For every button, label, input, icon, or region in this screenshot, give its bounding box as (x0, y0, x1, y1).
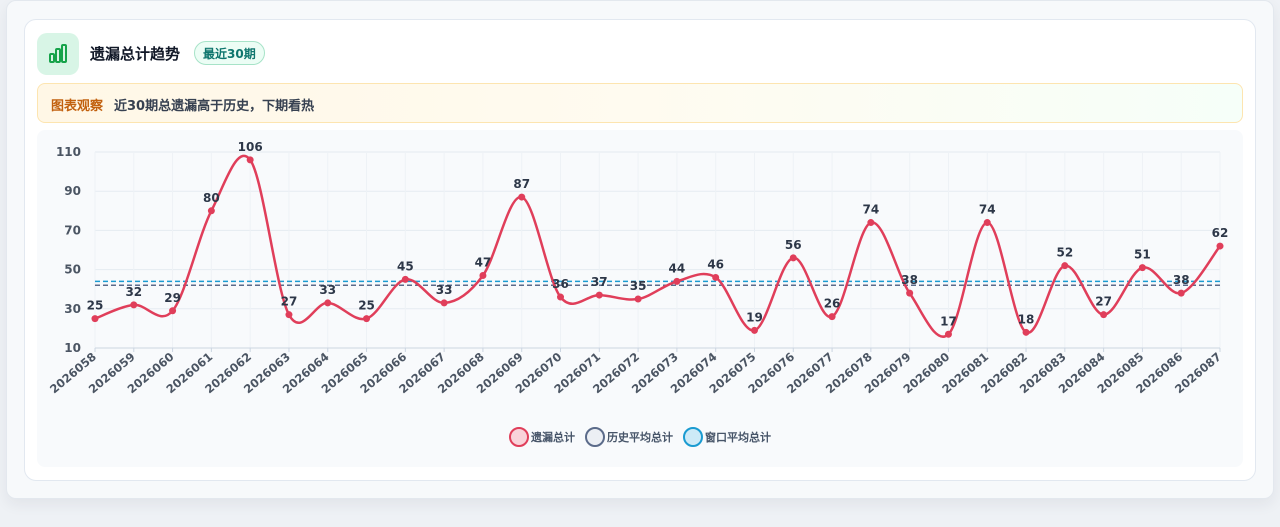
data-label: 87 (513, 177, 530, 191)
data-point (789, 254, 797, 262)
data-point (518, 193, 526, 201)
data-point (363, 315, 371, 323)
data-point (285, 311, 293, 319)
legend-label-window-avg: 窗口平均总计 (705, 431, 771, 444)
data-label: 80 (203, 191, 220, 205)
data-point (673, 277, 681, 285)
data-point (91, 315, 99, 323)
data-point (1138, 264, 1146, 272)
y-tick-label: 110 (56, 145, 81, 159)
data-label: 26 (824, 297, 841, 311)
data-point (440, 299, 448, 307)
data-label: 62 (1212, 226, 1229, 240)
data-point (906, 289, 914, 297)
data-point (557, 293, 565, 301)
legend-label-series: 遗漏总计 (531, 431, 575, 444)
data-label: 27 (1095, 295, 1112, 309)
data-point (324, 299, 332, 307)
legend-swatch-series (509, 427, 529, 447)
observation-label: 图表观察 (51, 99, 104, 114)
data-label: 38 (901, 273, 918, 287)
legend-item-window-avg[interactable]: 窗口平均总计 (683, 427, 771, 447)
data-label: 17 (940, 314, 957, 328)
data-label: 74 (863, 203, 880, 217)
data-point (595, 291, 603, 299)
data-label: 106 (238, 140, 263, 154)
data-label: 29 (164, 291, 181, 305)
period-badge: 最近30期 (194, 41, 265, 65)
chart-legend: 遗漏总计 历史平均总计 窗口平均总计 (0, 427, 1280, 447)
data-label: 25 (358, 299, 375, 313)
data-label: 33 (436, 283, 453, 297)
data-label: 18 (1018, 312, 1035, 326)
data-label: 37 (591, 275, 608, 289)
observation-text: 近30期总遗漏高于历史，下期看热 (114, 99, 315, 114)
data-point (983, 219, 991, 227)
data-label: 44 (669, 261, 686, 275)
data-label: 38 (1173, 273, 1190, 287)
data-point (1177, 289, 1185, 297)
data-point (401, 275, 409, 283)
data-point (712, 273, 720, 281)
data-label: 46 (707, 257, 724, 271)
data-label: 74 (979, 203, 996, 217)
legend-item-series[interactable]: 遗漏总计 (509, 427, 575, 447)
data-label: 33 (319, 283, 336, 297)
data-point (1216, 242, 1224, 250)
data-label: 36 (552, 277, 569, 291)
y-tick-label: 50 (64, 263, 81, 277)
data-point (634, 295, 642, 303)
legend-label-history-avg: 历史平均总计 (607, 431, 673, 444)
y-tick-label: 30 (64, 302, 81, 316)
observation-banner: 图表观察 近30期总遗漏高于历史，下期看热 (37, 83, 1243, 123)
data-point (828, 313, 836, 321)
series-line (94, 154, 1221, 338)
data-label: 27 (281, 295, 298, 309)
data-point (1100, 311, 1108, 319)
y-tick-label: 90 (64, 184, 81, 198)
legend-swatch-window-avg (683, 427, 703, 447)
legend-item-history-avg[interactable]: 历史平均总计 (585, 427, 673, 447)
data-label: 52 (1056, 246, 1073, 260)
data-label: 47 (475, 255, 492, 269)
bar-chart-icon (37, 33, 79, 75)
y-tick-label: 10 (64, 341, 81, 355)
data-point (479, 271, 487, 279)
data-point (169, 307, 177, 315)
data-point (750, 326, 758, 334)
data-label: 35 (630, 279, 647, 293)
data-label: 25 (87, 299, 104, 313)
y-tick-label: 70 (64, 223, 81, 237)
data-label: 19 (746, 310, 763, 324)
data-label: 45 (397, 259, 414, 273)
data-point (1061, 262, 1069, 270)
card-title: 遗漏总计趋势 (90, 45, 181, 63)
data-point (207, 207, 215, 215)
data-point (867, 219, 875, 227)
data-label: 56 (785, 238, 802, 252)
data-point (130, 301, 138, 309)
data-point (246, 156, 254, 164)
data-point (1022, 328, 1030, 336)
data-label: 51 (1134, 248, 1151, 262)
data-label: 32 (125, 285, 142, 299)
data-point (944, 330, 952, 338)
legend-swatch-history-avg (585, 427, 605, 447)
